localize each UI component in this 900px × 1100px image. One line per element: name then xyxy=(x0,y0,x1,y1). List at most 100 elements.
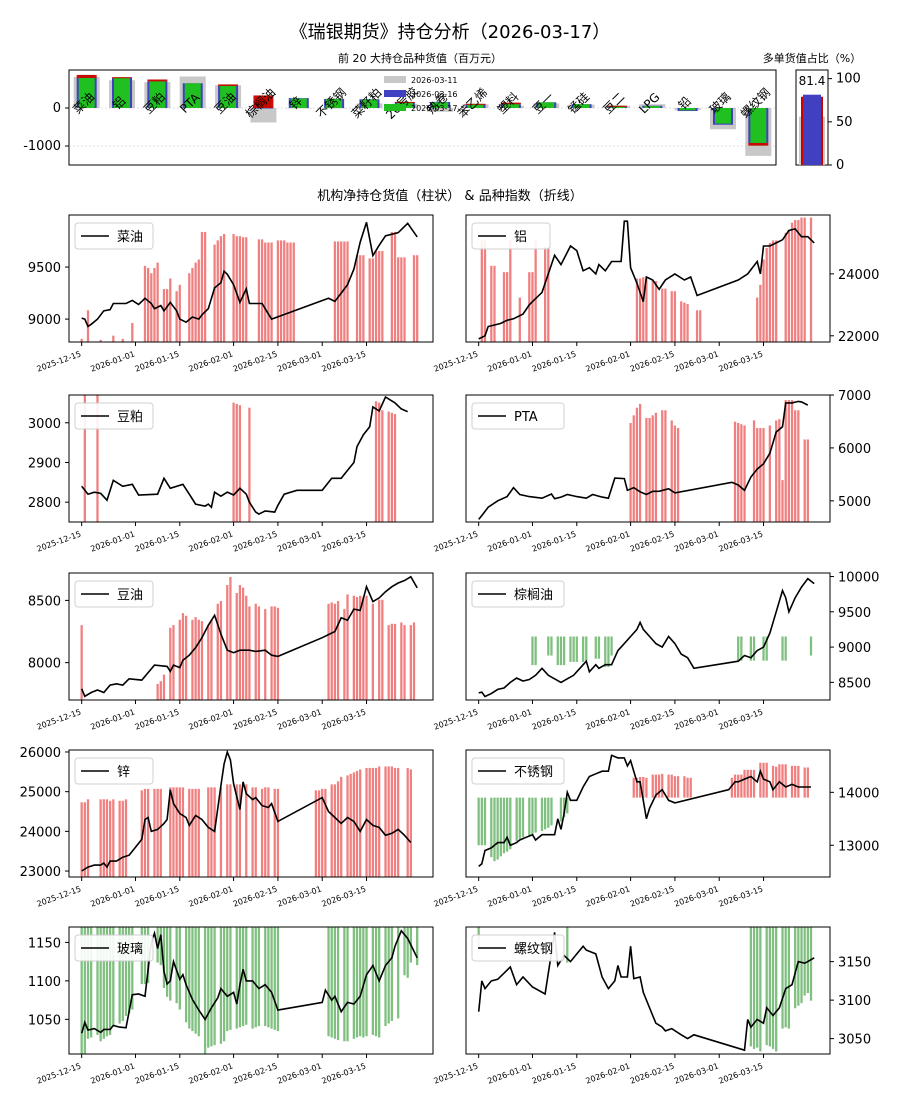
top20-bar xyxy=(184,83,201,108)
net-position-bar xyxy=(289,242,292,342)
net-position-bar xyxy=(276,240,280,342)
net-position-bar xyxy=(781,764,784,798)
top20-bar xyxy=(253,108,274,109)
net-position-bar xyxy=(543,797,547,830)
legend-label: 菜油 xyxy=(117,230,143,245)
top20-change-bar xyxy=(748,142,769,146)
legend-label: 螺纹钢 xyxy=(514,942,553,957)
top20-bar xyxy=(290,98,307,108)
top20-bar xyxy=(114,77,131,108)
net-position-bar xyxy=(340,776,343,877)
net-position-bar xyxy=(336,601,340,700)
net-position-bar xyxy=(359,255,362,342)
net-position-bar xyxy=(99,799,102,877)
net-position-bar xyxy=(743,425,746,522)
ytick-label: 10000 xyxy=(838,571,879,586)
net-position-bar xyxy=(531,636,534,666)
net-position-bar xyxy=(235,593,238,700)
page-title: 《瑞银期货》持仓分析（2026-03-17） xyxy=(290,22,611,43)
net-position-bar xyxy=(140,790,143,877)
net-position-bar xyxy=(213,927,216,1046)
net-position-bar xyxy=(118,927,121,1024)
net-position-bar xyxy=(238,585,242,700)
net-position-bar xyxy=(809,927,813,1001)
net-position-bar xyxy=(790,765,794,798)
net-position-bar xyxy=(635,407,639,522)
net-position-bar xyxy=(635,278,639,342)
net-position-bar xyxy=(381,250,384,342)
net-position-bar xyxy=(645,277,648,342)
net-position-bar xyxy=(251,927,254,1029)
net-position-bar xyxy=(178,927,181,1010)
net-position-bar xyxy=(241,927,245,1027)
net-position-bar xyxy=(416,255,419,342)
ytick-label: 9000 xyxy=(28,313,61,328)
net-position-bar xyxy=(521,797,525,838)
net-position-bar xyxy=(480,240,483,342)
net-position-bar xyxy=(509,240,512,342)
net-position-bar xyxy=(393,414,397,522)
net-position-bar xyxy=(232,402,235,522)
net-position-bar xyxy=(203,927,207,1054)
net-position-bar xyxy=(80,338,83,342)
net-position-bar xyxy=(733,774,737,798)
legend-label: 豆油 xyxy=(117,588,143,603)
net-position-bar xyxy=(200,621,204,700)
net-position-bar xyxy=(654,774,658,798)
net-position-bar xyxy=(80,625,83,700)
net-position-bar xyxy=(775,927,778,1052)
net-position-bar xyxy=(276,927,280,1032)
net-position-bar xyxy=(241,237,245,342)
net-position-bar xyxy=(556,636,559,666)
ytick-label: 23000 xyxy=(20,865,61,880)
top20-change-bar xyxy=(147,79,168,82)
net-position-bar xyxy=(226,585,229,700)
net-position-bar xyxy=(393,767,397,877)
panel-frame xyxy=(465,749,831,878)
net-position-bar xyxy=(175,787,178,877)
net-position-bar xyxy=(771,240,775,342)
net-position-bar xyxy=(235,784,238,877)
net-position-bar xyxy=(604,636,607,667)
net-position-bar xyxy=(695,310,699,342)
top20-bar xyxy=(427,108,454,112)
net-position-bar xyxy=(99,339,102,342)
net-position-bar xyxy=(784,636,787,661)
net-position-bar xyxy=(197,927,200,1037)
net-position-bar xyxy=(238,405,242,522)
top20-legend-swatch xyxy=(384,104,406,111)
net-position-bar xyxy=(740,636,743,661)
ytick-label: 1050 xyxy=(28,1013,61,1028)
ytick-label: 8500 xyxy=(28,594,61,609)
net-position-bar xyxy=(257,239,261,342)
net-position-bar xyxy=(374,767,378,877)
net-position-bar xyxy=(200,231,204,342)
legend-box xyxy=(74,222,154,250)
net-position-bar xyxy=(651,415,654,522)
ytick-label: 3000 xyxy=(28,417,61,432)
net-position-bar xyxy=(378,599,381,700)
net-position-bar xyxy=(165,289,169,342)
panel-frame xyxy=(465,926,831,1055)
net-position-bar xyxy=(657,774,661,798)
net-position-bar xyxy=(241,587,245,700)
net-position-bar xyxy=(667,774,670,798)
net-position-bar xyxy=(359,927,362,1037)
index-line xyxy=(478,754,811,868)
net-position-bar xyxy=(480,797,483,846)
net-position-bar xyxy=(359,595,362,700)
net-position-bar xyxy=(197,619,200,700)
top20-bar xyxy=(321,108,348,109)
net-position-bar xyxy=(245,784,248,877)
net-position-bar xyxy=(169,787,172,877)
net-position-bar xyxy=(292,242,295,342)
net-position-bar xyxy=(493,265,496,342)
net-position-bar xyxy=(797,220,800,342)
net-position-bar xyxy=(683,302,686,342)
net-position-bar xyxy=(740,774,743,798)
net-position-bar xyxy=(270,606,273,700)
net-position-bar xyxy=(775,420,778,522)
net-position-bar xyxy=(806,927,809,994)
net-position-bar xyxy=(355,927,359,1038)
